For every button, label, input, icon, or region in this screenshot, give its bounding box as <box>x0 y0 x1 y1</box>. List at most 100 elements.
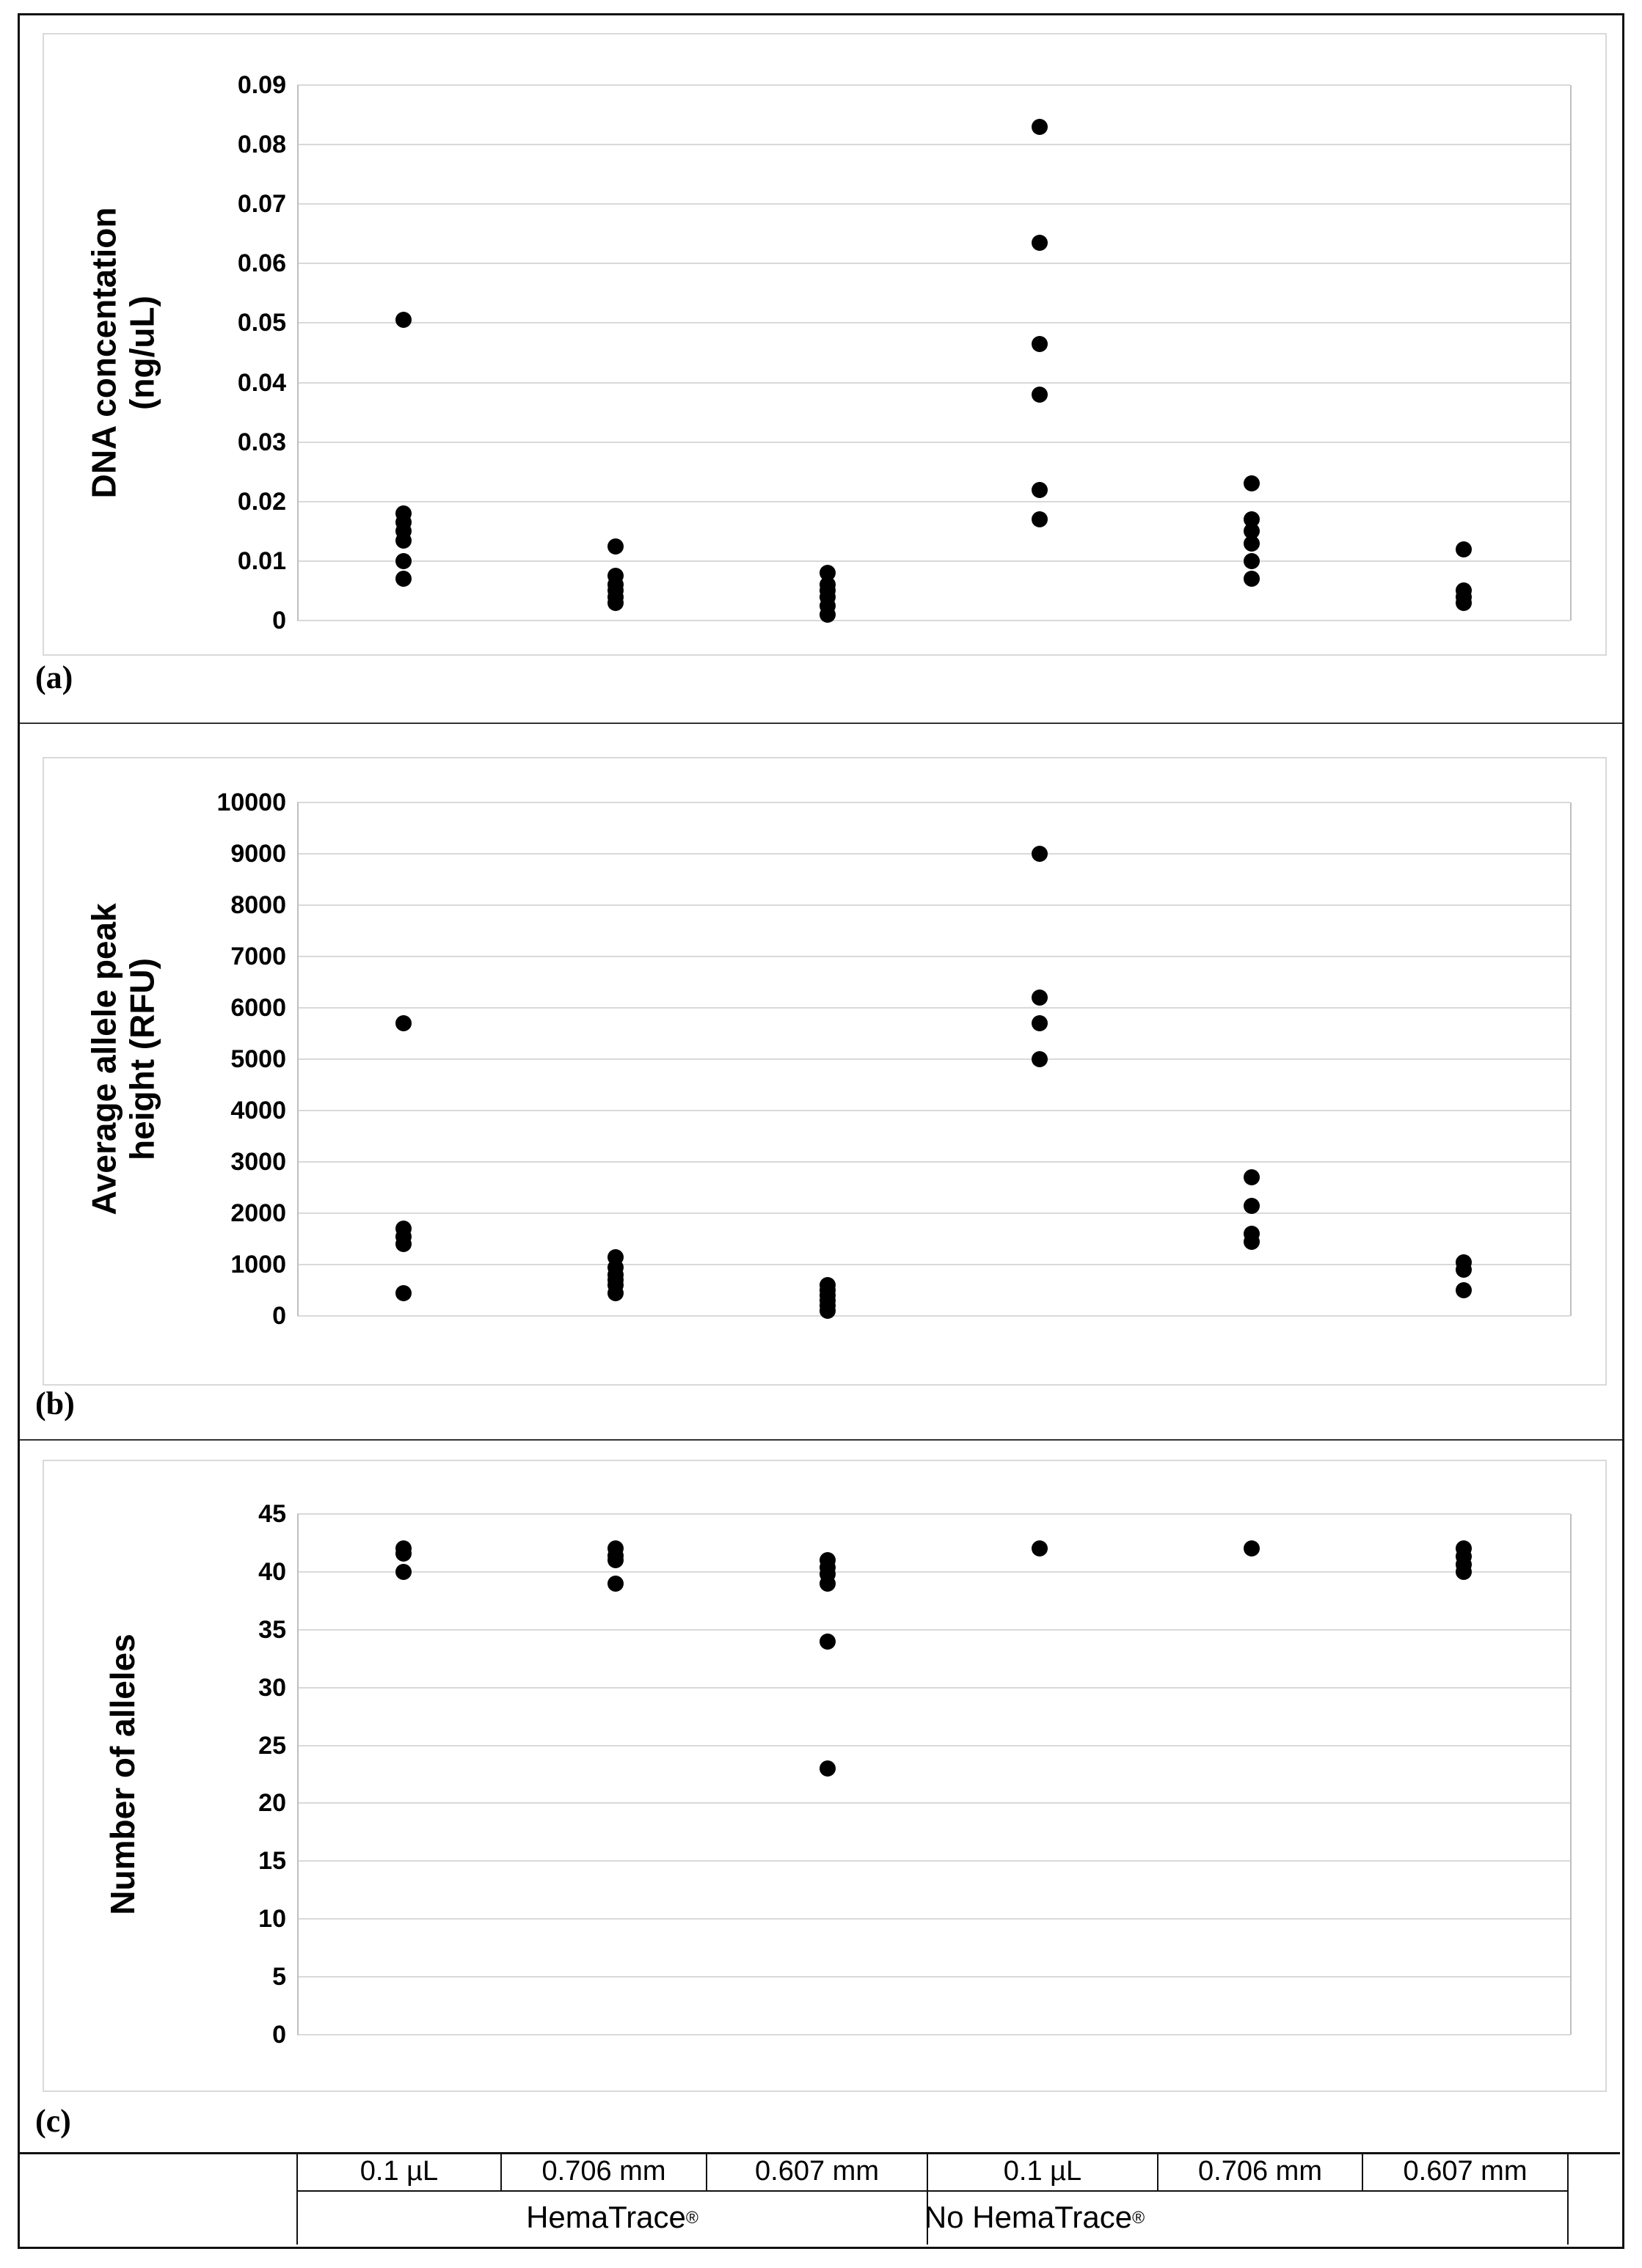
sample-size-cell: 0.706 mm <box>1198 2155 1322 2187</box>
panel-divider-b-c <box>20 1439 1622 1441</box>
gridline <box>297 1686 1570 1689</box>
data-point <box>1244 475 1260 492</box>
gridline <box>297 1161 1570 1163</box>
gridline <box>297 1513 1570 1515</box>
data-point <box>819 1575 836 1592</box>
table-column-border <box>296 2152 298 2245</box>
data-point <box>1032 118 1048 135</box>
data-point <box>1032 1051 1048 1067</box>
y-axis-line <box>297 802 299 1316</box>
y-tick-label: 6000 <box>230 994 286 1022</box>
table-column-border <box>1157 2152 1158 2190</box>
gridline <box>297 956 1570 957</box>
condition-header-cell: HemaTrace ® <box>526 2200 698 2234</box>
data-point <box>607 538 624 555</box>
y-tick-label: 1000 <box>230 1251 286 1279</box>
data-point <box>395 532 412 549</box>
gridline <box>297 381 1570 384</box>
sample-size-cell: 0.1 µL <box>1003 2155 1082 2187</box>
y-tick-label: 0.08 <box>237 131 286 159</box>
y-tick-label: 9000 <box>230 840 286 868</box>
y-tick-label: 4000 <box>230 1097 286 1124</box>
data-point <box>1456 594 1473 611</box>
table-middle-border <box>297 2190 1568 2192</box>
y-tick-label: 5000 <box>230 1045 286 1073</box>
y-axis-title: DNA concentation (ng/uL) <box>84 207 161 499</box>
data-point <box>1032 386 1048 403</box>
gridline <box>297 1860 1570 1862</box>
y-tick-label: 0 <box>272 1302 286 1330</box>
data-point <box>1244 523 1260 540</box>
y-axis-line <box>297 1514 299 2035</box>
y-tick-label: 0 <box>272 607 286 634</box>
sample-size-cell: 0.607 mm <box>1403 2155 1528 2187</box>
data-point <box>1032 511 1048 528</box>
gridline <box>297 322 1570 324</box>
data-point <box>1456 541 1473 557</box>
data-point <box>395 1236 412 1252</box>
y-axis-title: Average allele peak height (RFU) <box>84 903 161 1215</box>
y-tick-label: 10 <box>258 1905 286 1934</box>
gridline <box>297 263 1570 265</box>
gridline <box>297 620 1570 621</box>
table-column-border <box>927 2152 928 2245</box>
y-tick-label: 35 <box>258 1615 286 1644</box>
data-point <box>1244 1233 1260 1250</box>
panel-divider-a-b <box>20 723 1622 724</box>
plot-right-border <box>1570 85 1572 621</box>
sample-size-cell: 0.1 µL <box>360 2155 439 2187</box>
y-tick-label: 8000 <box>230 891 286 919</box>
y-tick-label: 0.02 <box>237 487 286 516</box>
gridline <box>297 1744 1570 1746</box>
plot-right-border <box>1570 802 1572 1316</box>
gridline <box>297 203 1570 205</box>
y-tick-label: 20 <box>258 1789 286 1818</box>
data-point <box>1032 335 1048 352</box>
y-tick-label: 7000 <box>230 943 286 970</box>
chart-area-border <box>43 33 1607 656</box>
gridline <box>297 1315 1570 1317</box>
data-point <box>607 594 624 611</box>
y-tick-label: 0.07 <box>237 190 286 219</box>
data-point <box>1032 846 1048 862</box>
data-point <box>395 312 412 329</box>
y-tick-label: 0.03 <box>237 428 286 456</box>
sample-size-cell: 0.706 mm <box>541 2155 666 2187</box>
y-axis-title-line: Average allele peak <box>84 903 123 1215</box>
data-point <box>1244 1169 1260 1185</box>
gridline <box>297 853 1570 855</box>
gridline <box>297 441 1570 443</box>
gridline <box>297 1628 1570 1631</box>
gridline <box>297 1264 1570 1265</box>
y-axis-title-line: (ng/uL) <box>123 296 161 410</box>
data-point <box>607 1552 624 1569</box>
y-tick-label: 15 <box>258 1847 286 1876</box>
gridline <box>297 1212 1570 1214</box>
y-tick-label: 25 <box>258 1731 286 1760</box>
data-point <box>1456 1563 1473 1580</box>
data-point <box>1032 989 1048 1006</box>
table-column-border <box>500 2152 502 2190</box>
y-axis-title-line: height (RFU) <box>123 958 161 1160</box>
y-tick-label: 2000 <box>230 1199 286 1227</box>
panel-label: (c) <box>35 2103 71 2139</box>
data-point <box>1244 552 1260 569</box>
data-point <box>395 571 412 588</box>
y-tick-label: 0.09 <box>237 71 286 99</box>
data-point <box>1456 1262 1473 1278</box>
data-point <box>1244 535 1260 552</box>
y-tick-label: 0.04 <box>237 368 286 397</box>
y-axis-title-line: DNA concentation <box>84 207 123 499</box>
y-tick-label: 5 <box>272 1963 286 1991</box>
panel-label: (b) <box>35 1386 75 1422</box>
gridline <box>297 144 1570 146</box>
condition-header-cell: No HemaTrace ® <box>924 2200 1145 2234</box>
y-tick-label: 0.05 <box>237 309 286 337</box>
gridline <box>297 1007 1570 1009</box>
data-point <box>1244 571 1260 588</box>
y-axis-line <box>297 85 299 621</box>
data-point <box>1032 1015 1048 1031</box>
data-point <box>395 552 412 569</box>
y-tick-label: 40 <box>258 1557 286 1586</box>
panel-label: (a) <box>35 659 73 695</box>
